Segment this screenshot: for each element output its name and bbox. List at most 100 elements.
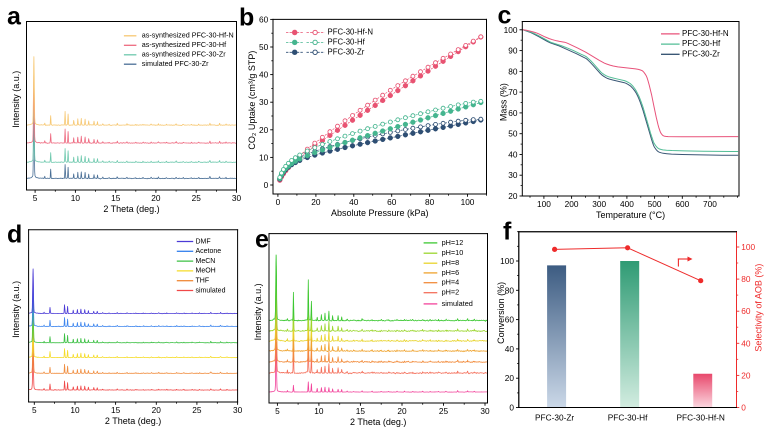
svg-text:80: 80 <box>741 274 751 284</box>
svg-text:5: 5 <box>32 405 37 415</box>
svg-text:300: 300 <box>592 199 606 209</box>
svg-text:15: 15 <box>356 406 366 416</box>
svg-text:Conversion (%): Conversion (%) <box>496 282 506 344</box>
svg-text:pH=12: pH=12 <box>442 238 464 247</box>
svg-text:pH=4: pH=4 <box>442 278 460 287</box>
svg-text:30: 30 <box>259 97 269 107</box>
svg-text:0: 0 <box>741 403 746 413</box>
svg-text:20: 20 <box>311 197 321 207</box>
svg-text:2 Theta (deg.): 2 Theta (deg.) <box>103 204 159 214</box>
svg-text:as-synthesized PFC-30-Hf: as-synthesized PFC-30-Hf <box>142 40 226 49</box>
svg-text:50: 50 <box>508 129 518 139</box>
svg-text:30: 30 <box>508 170 518 180</box>
svg-text:f: f <box>503 218 512 246</box>
svg-text:100: 100 <box>504 25 518 35</box>
svg-text:Temperature (°C): Temperature (°C) <box>596 210 665 220</box>
svg-text:as-synthesized PFC-30-Hf-N: as-synthesized PFC-30-Hf-N <box>142 31 234 40</box>
svg-text:40: 40 <box>741 338 751 348</box>
svg-text:30: 30 <box>480 406 490 416</box>
svg-text:0: 0 <box>509 403 514 413</box>
svg-text:Intensity (a.u.): Intensity (a.u.) <box>11 281 21 338</box>
svg-text:PFC-30-Hf: PFC-30-Hf <box>682 39 721 48</box>
svg-text:PFC-30-Zr: PFC-30-Zr <box>328 47 365 56</box>
svg-text:40: 40 <box>349 197 359 207</box>
svg-text:2 Theta (deg.): 2 Theta (deg.) <box>350 417 406 427</box>
svg-text:simulated: simulated <box>442 299 473 308</box>
svg-text:600: 600 <box>675 199 689 209</box>
svg-text:PFC-30-Zr: PFC-30-Zr <box>682 49 720 58</box>
svg-text:500: 500 <box>648 199 662 209</box>
svg-text:Absolute Pressure (kPa): Absolute Pressure (kPa) <box>331 208 429 218</box>
svg-text:20: 20 <box>397 406 407 416</box>
svg-text:2 Theta (deg.): 2 Theta (deg.) <box>105 416 161 426</box>
svg-text:100: 100 <box>537 199 551 209</box>
svg-text:40: 40 <box>505 344 515 354</box>
svg-text:40: 40 <box>508 150 518 160</box>
svg-text:100: 100 <box>741 242 755 252</box>
svg-text:20: 20 <box>741 370 751 380</box>
svg-text:DMF: DMF <box>196 238 211 245</box>
svg-text:10: 10 <box>70 405 80 415</box>
svg-text:20: 20 <box>151 193 161 203</box>
svg-text:PFC-30-Hf-N: PFC-30-Hf-N <box>676 413 724 423</box>
svg-text:15: 15 <box>111 193 121 203</box>
svg-text:25: 25 <box>439 406 449 416</box>
svg-text:Intensity (a.u.): Intensity (a.u.) <box>253 283 263 340</box>
svg-text:20: 20 <box>152 405 162 415</box>
svg-text:Intensity (a.u.): Intensity (a.u.) <box>11 71 21 128</box>
svg-text:Acetone: Acetone <box>196 248 222 255</box>
svg-text:Selectivity of AOB (%): Selectivity of AOB (%) <box>753 264 763 352</box>
svg-text:100: 100 <box>461 197 475 207</box>
svg-text:10: 10 <box>71 193 81 203</box>
svg-text:80: 80 <box>505 285 515 295</box>
svg-text:25: 25 <box>192 405 202 415</box>
svg-text:pH=8: pH=8 <box>442 258 460 267</box>
svg-text:30: 30 <box>232 193 242 203</box>
svg-text:0: 0 <box>276 197 281 207</box>
svg-text:simulated: simulated <box>196 287 226 294</box>
svg-text:40: 40 <box>259 70 269 80</box>
svg-text:30: 30 <box>233 405 243 415</box>
svg-text:200: 200 <box>565 199 579 209</box>
svg-text:70: 70 <box>508 87 518 97</box>
svg-text:20: 20 <box>508 191 518 201</box>
svg-text:10: 10 <box>314 406 324 416</box>
svg-text:100: 100 <box>500 256 514 266</box>
svg-text:PFC-30-Zr: PFC-30-Zr <box>535 413 574 423</box>
svg-text:90: 90 <box>508 46 518 56</box>
svg-text:a: a <box>7 3 22 31</box>
svg-text:10: 10 <box>259 152 269 162</box>
svg-text:PFC-30-Hf-N: PFC-30-Hf-N <box>328 28 373 37</box>
svg-text:0: 0 <box>264 180 269 190</box>
svg-text:60: 60 <box>387 197 397 207</box>
svg-text:Mass (%): Mass (%) <box>499 83 509 121</box>
svg-text:60: 60 <box>741 306 751 316</box>
svg-text:d: d <box>7 221 22 249</box>
svg-text:c: c <box>498 2 512 30</box>
svg-text:pH=10: pH=10 <box>442 248 464 257</box>
svg-text:simulated PFC-30-Zr: simulated PFC-30-Zr <box>142 59 209 68</box>
svg-text:THF: THF <box>196 278 210 285</box>
svg-text:15: 15 <box>111 405 121 415</box>
svg-text:700: 700 <box>703 199 717 209</box>
svg-text:PFC-30-Hf-N: PFC-30-Hf-N <box>682 29 729 38</box>
svg-text:as-synthesized PFC-30-Zr: as-synthesized PFC-30-Zr <box>142 50 226 59</box>
svg-text:20: 20 <box>505 373 515 383</box>
svg-text:pH=2: pH=2 <box>442 288 460 297</box>
svg-text:5: 5 <box>33 193 38 203</box>
svg-text:5: 5 <box>275 406 280 416</box>
svg-text:50: 50 <box>259 42 269 52</box>
svg-text:80: 80 <box>508 66 518 76</box>
svg-text:b: b <box>239 4 254 32</box>
svg-text:60: 60 <box>259 14 269 24</box>
svg-text:pH=6: pH=6 <box>442 268 460 277</box>
svg-text:PFC-30-Hf: PFC-30-Hf <box>328 37 366 46</box>
svg-text:PFC-30-Hf: PFC-30-Hf <box>608 413 648 423</box>
svg-text:MeOH: MeOH <box>196 268 216 275</box>
svg-text:e: e <box>255 225 269 253</box>
svg-text:60: 60 <box>508 108 518 118</box>
svg-text:20: 20 <box>259 125 269 135</box>
svg-text:60: 60 <box>505 315 515 325</box>
svg-text:400: 400 <box>620 199 634 209</box>
svg-text:MeCN: MeCN <box>196 258 216 265</box>
